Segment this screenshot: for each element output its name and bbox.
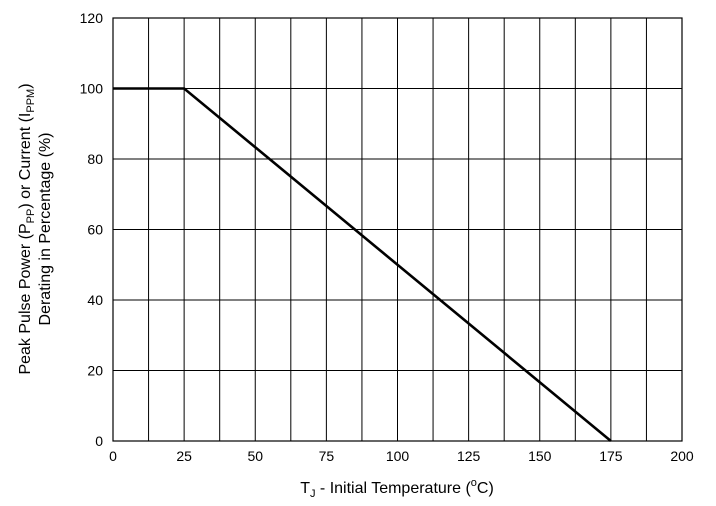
series-layer: [113, 87, 612, 443]
y-tick-label-60: 60: [87, 222, 103, 238]
tick-labels: 0 25 50 75 100 125 150 175 200 0 20 40 60 80 100 120: [80, 10, 694, 464]
y-axis-title: Peak Pulse Power (PPP) or Current (IPPM)…: [17, 83, 54, 374]
x-tick-label-150: 150: [528, 448, 552, 464]
series-line-0: [113, 87, 612, 443]
x-tick-label-100: 100: [386, 448, 410, 464]
x-tick-label-125: 125: [457, 448, 481, 464]
plot-frame: [112, 17, 683, 442]
y-tick-label-80: 80: [87, 151, 103, 167]
x-tick-label-25: 25: [176, 448, 192, 464]
x-tick-label-0: 0: [109, 448, 117, 464]
y-tick-label-20: 20: [87, 363, 103, 379]
y-tick-label-0: 0: [95, 433, 103, 449]
x-tick-label-75: 75: [319, 448, 335, 464]
x-tick-label-175: 175: [599, 448, 623, 464]
y-tick-label-100: 100: [80, 81, 104, 97]
y-axis-title-line1: Peak Pulse Power (PPP) or Current (IPPM): [17, 83, 37, 374]
x-axis-title: TJ - Initial Temperature (oC): [300, 477, 494, 500]
x-tick-label-200: 200: [670, 448, 694, 464]
y-axis-title-line2: Derating in Percentage (%): [37, 133, 54, 326]
y-tick-label-40: 40: [87, 292, 103, 308]
grid-layer: [112, 17, 683, 442]
x-tick-label-50: 50: [247, 448, 263, 464]
y-tick-label-120: 120: [80, 10, 104, 26]
